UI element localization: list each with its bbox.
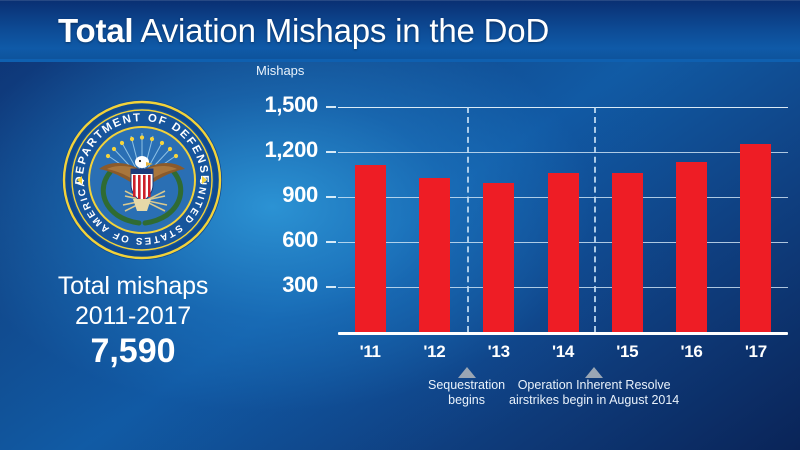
header-bar: Total Aviation Mishaps in the DoD bbox=[0, 0, 800, 62]
total-mishaps-value: 7,590 bbox=[90, 332, 176, 370]
bar-15[interactable] bbox=[611, 173, 643, 332]
x-tick-label-11: '11 bbox=[359, 342, 381, 361]
bar-14[interactable] bbox=[547, 173, 579, 332]
y-axis-title: Mishaps bbox=[256, 63, 305, 78]
y-tick-dash bbox=[326, 151, 336, 153]
annotation-line2-inherent-resolve: airstrikes begin in August 2014 bbox=[509, 393, 680, 407]
bar-13[interactable] bbox=[483, 183, 515, 332]
gridline-1500 bbox=[338, 107, 788, 108]
x-tick-label-12: '12 bbox=[423, 342, 446, 361]
annotation-dashed-line-sequestration bbox=[466, 107, 469, 332]
y-tick-dash bbox=[326, 286, 336, 288]
x-tick-label-14: '14 bbox=[551, 342, 575, 361]
annotation-line2-sequestration: begins bbox=[448, 393, 485, 407]
plot-area: 300 600 900 1,200 1,500 '11 '12 '13 '14 '15 '16 '17… bbox=[248, 60, 788, 407]
y-tick-label: 600 bbox=[282, 227, 318, 252]
y-tick-label: 1,200 bbox=[264, 137, 318, 162]
bar-16[interactable] bbox=[676, 162, 708, 332]
bar-chart: Mishaps 300 600 900 1,200 1,500 '11 '12 '13 '14 '… bbox=[248, 60, 788, 407]
bar-11[interactable] bbox=[354, 165, 386, 332]
total-mishaps-summary: Total mishaps 2011-2017 7,590 bbox=[22, 272, 244, 371]
gridline-1200 bbox=[338, 152, 788, 153]
page-title-bold: Total bbox=[58, 12, 134, 49]
annotation-line1-inherent-resolve: Operation Inherent Resolve bbox=[517, 378, 671, 392]
bar-12[interactable] bbox=[418, 177, 450, 332]
y-tick-dash bbox=[326, 241, 336, 243]
annotation-marker-sequestration bbox=[457, 367, 476, 378]
annotation-note-inherent-resolve: Operation Inherent Resolve airstrikes beg… bbox=[484, 378, 704, 408]
y-tick-label: 300 bbox=[282, 272, 318, 297]
x-tick-label-17: '17 bbox=[744, 342, 767, 361]
total-mishaps-label: Total mishaps bbox=[57, 272, 209, 300]
y-tick-label: 900 bbox=[282, 182, 318, 207]
x-axis-baseline bbox=[338, 332, 788, 335]
page-title-rest: Aviation Mishaps in the DoD bbox=[133, 12, 550, 49]
annotation-dashed-line-inherent-resolve bbox=[594, 107, 597, 332]
y-tick-label: 1,500 bbox=[264, 92, 318, 117]
annotation-marker-inherent-resolve bbox=[585, 367, 604, 378]
x-tick-label-15: '15 bbox=[616, 342, 639, 361]
y-tick-dash bbox=[326, 106, 336, 108]
bar-17[interactable] bbox=[740, 144, 772, 332]
x-tick-label-16: '16 bbox=[680, 342, 703, 361]
page-title: Total Aviation Mishaps in the DoD bbox=[58, 9, 549, 53]
y-tick-dash bbox=[326, 196, 336, 198]
annotation-note-sequestration: Sequestration begins bbox=[357, 378, 577, 408]
x-tick-label-13: '13 bbox=[487, 342, 510, 361]
total-mishaps-range: 2011-2017 bbox=[75, 302, 191, 330]
annotation-line1-sequestration: Sequestration bbox=[427, 378, 506, 392]
